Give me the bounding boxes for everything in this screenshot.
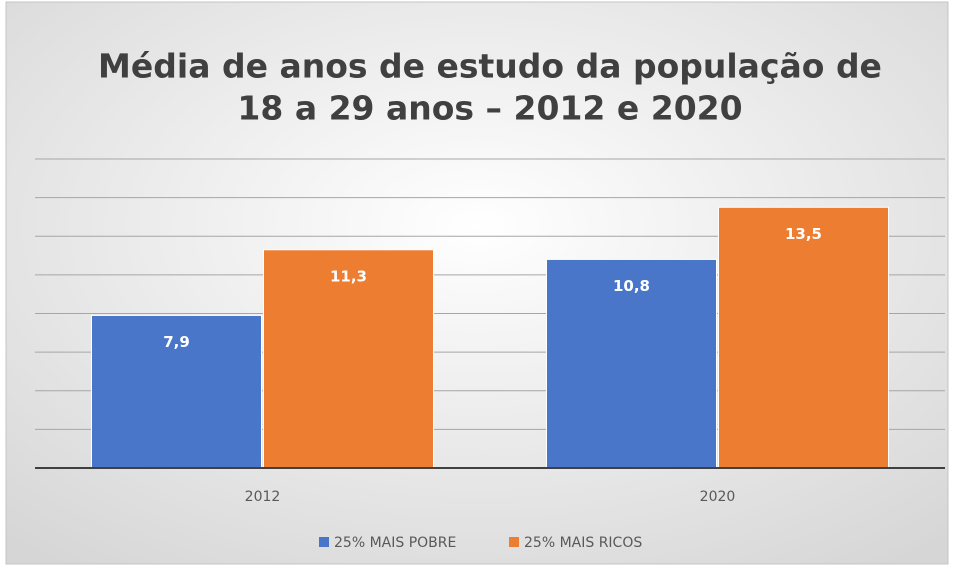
legend-swatch <box>319 537 329 547</box>
legend-label: 25% MAIS RICOS <box>524 535 642 551</box>
x-tick-label: 2012 <box>245 489 281 505</box>
data-label: 10,8 <box>613 277 650 295</box>
x-tick-label: 2020 <box>700 489 736 505</box>
data-label: 7,9 <box>163 333 190 351</box>
bar <box>718 206 889 469</box>
data-label: 13,5 <box>785 225 822 243</box>
legend-label: 25% MAIS POBRE <box>334 535 456 551</box>
chart-title: 18 a 29 anos – 2012 e 2020 <box>237 89 742 128</box>
chart-title: Média de anos de estudo da população de <box>98 47 882 86</box>
data-label: 11,3 <box>330 267 367 285</box>
legend-swatch <box>509 537 519 547</box>
